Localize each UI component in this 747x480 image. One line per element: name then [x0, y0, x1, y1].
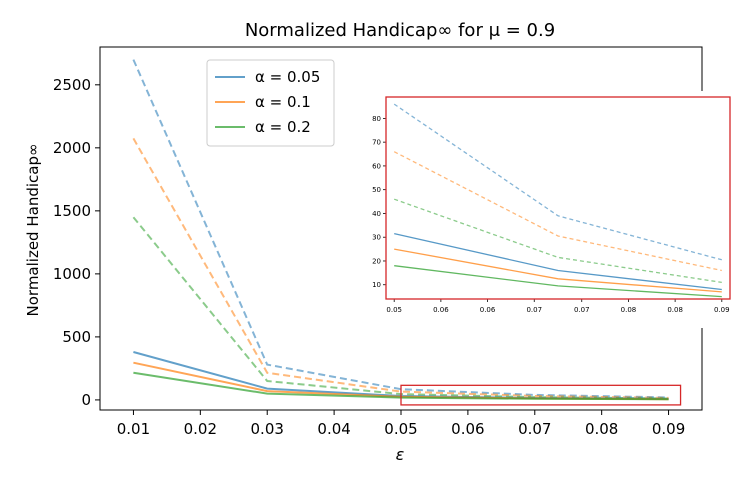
inset-series-line-dashed — [393, 103, 722, 261]
inset-frame — [385, 96, 731, 300]
inset-y-tick-label: 30 — [372, 234, 381, 242]
y-tick-label: 500 — [62, 328, 91, 346]
inset-y-tick-label: 70 — [372, 139, 381, 147]
x-tick-label: 0.01 — [117, 420, 150, 438]
y-tick-label: 0 — [81, 391, 91, 409]
inset-series-line-dashed — [393, 198, 722, 284]
inset-series-line-dashed — [393, 151, 722, 272]
x-tick-label: 0.08 — [585, 420, 618, 438]
inset-y-tick-label: 10 — [372, 281, 381, 289]
y-axis-label: Normalized Handicap∞ — [24, 144, 42, 317]
inset-series-line-solid — [394, 265, 722, 298]
inset-y-tick-label: 50 — [372, 186, 381, 194]
inset-x-tick-label: 0.06 — [433, 306, 449, 314]
inset-x-tick-label: 0.05 — [386, 306, 402, 314]
inset-x-tick-label: 0.06 — [480, 306, 496, 314]
y-tick-label: 2500 — [53, 76, 91, 94]
inset-x-tick-label: 0.08 — [621, 306, 637, 314]
x-tick-label: 0.05 — [384, 420, 417, 438]
inset-x-tick-label: 0.07 — [526, 306, 542, 314]
x-tick-label: 0.06 — [451, 420, 484, 438]
x-axis-label: ε — [396, 445, 405, 464]
inset-y-tick-label: 20 — [372, 257, 381, 265]
inset-y-tick-label: 80 — [372, 115, 381, 123]
x-tick-label: 0.02 — [184, 420, 217, 438]
x-tick-label: 0.07 — [518, 420, 551, 438]
x-tick-label: 0.04 — [317, 420, 350, 438]
y-tick-label: 1500 — [53, 202, 91, 220]
legend-label: α = 0.1 — [255, 93, 311, 111]
main-plot-area: 0.01 0.02 0.03 0.04 0.05 0.06 0.07 0.08 0.090500… — [53, 46, 703, 438]
zoom-highlight-box — [400, 384, 682, 406]
y-tick-label: 2000 — [53, 139, 91, 157]
inset-x-tick-label: 0.09 — [714, 306, 730, 314]
x-tick-label: 0.03 — [251, 420, 284, 438]
inset-x-tick-label: 0.07 — [574, 306, 590, 314]
x-tick-label: 0.09 — [652, 420, 685, 438]
legend-label: α = 0.05 — [255, 68, 320, 86]
series-line-dashed — [132, 59, 669, 399]
inset-series-line-solid — [394, 248, 722, 293]
legend-label: α = 0.2 — [255, 118, 311, 136]
series-line-dashed — [132, 137, 669, 399]
legend-frame — [206, 59, 335, 147]
inset-series-line-solid — [394, 232, 722, 291]
y-tick-label: 1000 — [53, 265, 91, 283]
inset-y-tick-label: 40 — [372, 210, 381, 218]
inset-plot-area: 0.05 0.06 0.06 0.07 0.07 0.08 0.08 0.09 10 20 30 40… — [364, 91, 747, 328]
inset-x-tick-label: 0.08 — [667, 306, 683, 314]
chart-title: Normalized Handicap∞ for μ = 0.9 — [245, 20, 555, 41]
legend: α = 0.05 α = 0.1 α = 0.2 — [206, 59, 335, 147]
inset-y-tick-label: 60 — [372, 162, 381, 170]
